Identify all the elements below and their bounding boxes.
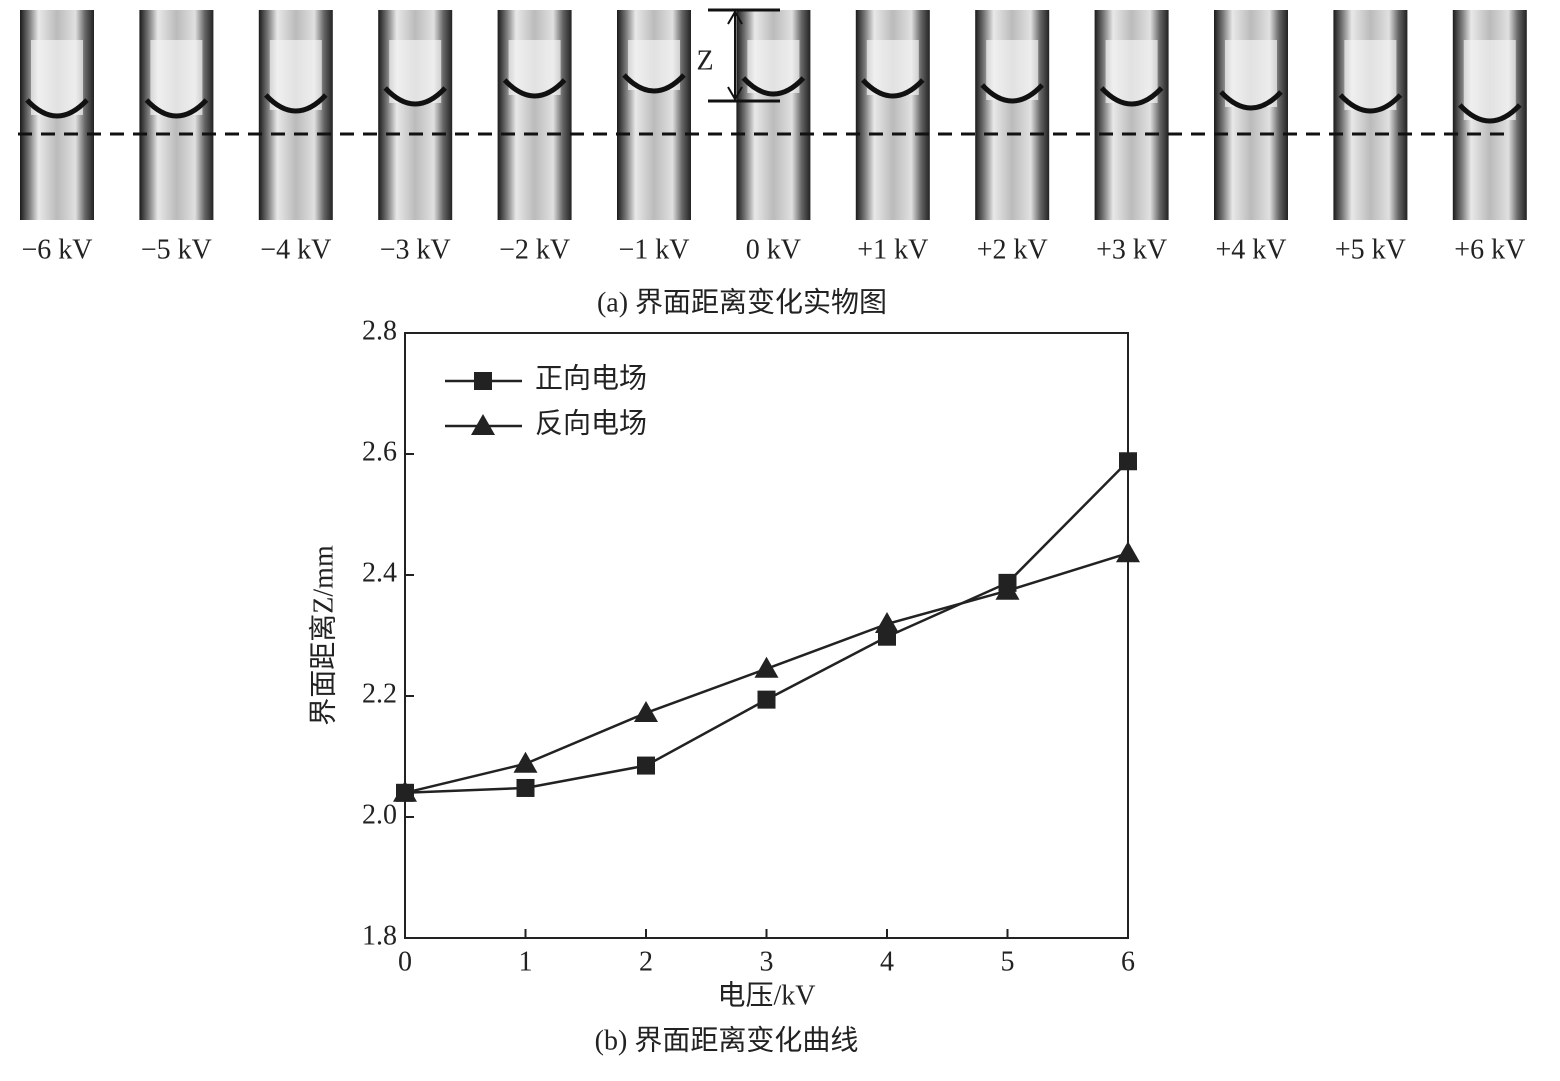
x-tick-label: 5 [1001, 946, 1015, 977]
y-tick-label: 2.4 [362, 557, 397, 588]
marker-triangle [754, 656, 779, 678]
meniscus [1219, 90, 1283, 111]
tube-liquid [1463, 40, 1516, 120]
photo-label: −5 kV [141, 234, 212, 265]
tube-liquid [269, 40, 322, 110]
legend-label: 反向电场 [535, 407, 647, 439]
meniscus [25, 98, 89, 119]
x-tick-label: 0 [398, 946, 412, 977]
tube-liquid [866, 40, 919, 95]
marker-triangle [875, 612, 899, 634]
meniscus [1457, 103, 1522, 124]
meniscus [1338, 93, 1403, 114]
meniscus [383, 86, 448, 107]
plot-frame [404, 332, 1129, 939]
marker-square [474, 372, 492, 390]
tube-liquid [389, 40, 442, 103]
z-arrowhead [727, 10, 743, 101]
y-tick-label: 2.6 [362, 436, 397, 467]
y-tick-label: 1.8 [362, 920, 397, 951]
marker-square [637, 756, 655, 775]
tube-liquid [31, 40, 83, 115]
photo-label: −3 kV [380, 234, 451, 265]
photo-label: 0 kV [746, 234, 801, 265]
legend-label: 正向电场 [535, 362, 647, 394]
marker-triangle [513, 751, 538, 773]
photo-label: −1 kV [618, 234, 689, 265]
meniscus [860, 78, 925, 99]
photo-panel: −6 kV −5 kV −4 kV −3 kV −2 kV −1 kV 0 kV +1 kV +… [18, 8, 1527, 318]
photo-label: +6 kV [1454, 234, 1525, 265]
photo-label: +4 kV [1215, 234, 1286, 265]
photo-label: −2 kV [499, 234, 570, 265]
tube-liquid [628, 40, 680, 90]
tube-liquid [150, 40, 203, 115]
marker-square [516, 778, 535, 797]
x-tick-label: 2 [639, 946, 653, 977]
meniscus [980, 83, 1045, 104]
tube-liquid [747, 40, 800, 93]
tube-liquid [508, 40, 561, 95]
x-axis-label: 电压/kV [717, 979, 815, 1011]
meniscus [263, 93, 328, 114]
x-tick-label: 1 [519, 946, 533, 977]
marker-triangle [1116, 541, 1140, 563]
y-tick-label: 2.8 [362, 315, 397, 346]
tube-liquid [1225, 40, 1277, 107]
y-tick-label: 2.2 [362, 678, 397, 709]
marker-square [757, 690, 776, 709]
marker-triangle [634, 700, 658, 722]
caption: (b) 界面距离变化曲线 [595, 1024, 859, 1056]
meniscus [144, 98, 209, 119]
x-tick-label: 6 [1121, 946, 1135, 977]
marker-square [1119, 452, 1137, 471]
photo-label: +2 kV [977, 234, 1048, 265]
y-tick-label: 2.0 [362, 799, 397, 830]
meniscus [622, 73, 686, 94]
z-label: Z [696, 45, 713, 76]
meniscus [1099, 86, 1164, 107]
marker-triangle [471, 414, 495, 435]
x-tick-label: 3 [760, 946, 774, 977]
tube-liquid [986, 40, 1039, 100]
photo-label: +3 kV [1096, 234, 1167, 265]
tube-liquid [1344, 40, 1397, 110]
x-tick-label: 4 [880, 946, 894, 977]
photo-label: −6 kV [21, 234, 92, 265]
y-axis-label: 界面距离Z/mm [307, 545, 339, 726]
caption: (a) 界面距离变化实物图 [597, 286, 887, 318]
chart: 1.8 2.0 2.2 2.4 2.6 2.8 0 1 2 3 4 5 6 电压/kV 界面距离Z/mm (b… [307, 315, 1140, 1056]
photo-label: +1 kV [857, 234, 928, 265]
series-line [404, 460, 1129, 795]
photo-label: −4 kV [260, 234, 331, 265]
tube-liquid [1105, 40, 1158, 103]
photo-label: +5 kV [1335, 234, 1406, 265]
marker-triangle [995, 578, 1020, 600]
meniscus [741, 76, 806, 97]
meniscus [502, 78, 567, 99]
marker-triangle [393, 780, 417, 802]
